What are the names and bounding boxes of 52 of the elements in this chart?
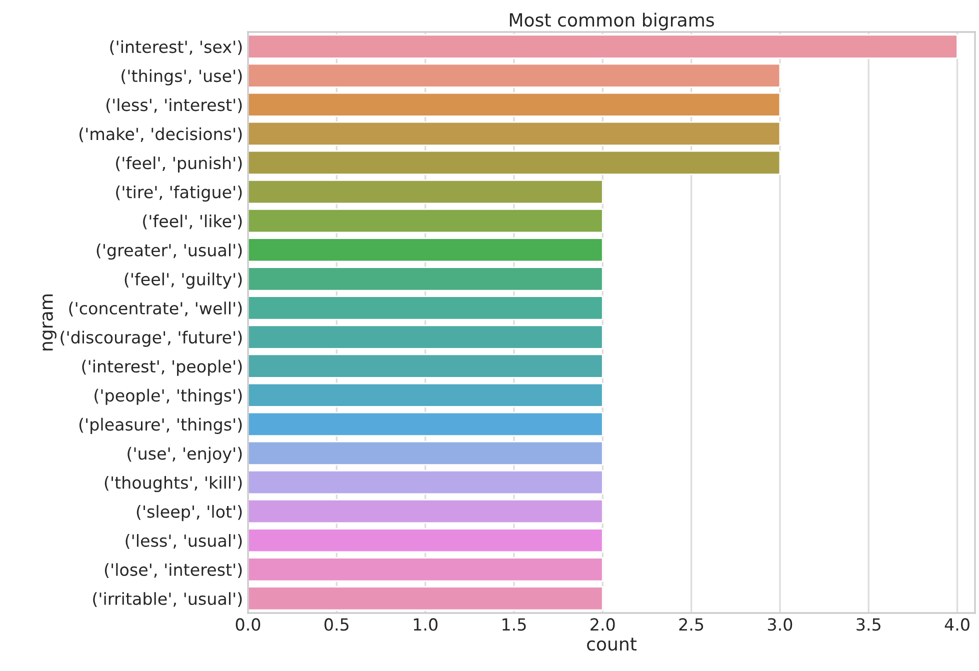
bar — [248, 208, 604, 234]
y-tick-label: ('people', 'things') — [94, 388, 242, 405]
y-tick-label: ('make', 'decisions') — [80, 127, 242, 142]
y-axis-title: ngram — [42, 294, 56, 350]
bar — [248, 499, 604, 524]
bar — [248, 266, 604, 292]
y-tick-label: ('thoughts', 'kill') — [104, 476, 242, 492]
x-tick-label: 1.0 — [414, 618, 438, 631]
x-axis-title: count — [587, 638, 637, 651]
x-tick-label: 3.0 — [768, 618, 792, 631]
bar — [248, 34, 958, 59]
y-tick-label: ('greater', 'usual') — [96, 244, 242, 260]
bar — [248, 470, 604, 495]
y-tick-label: ('concentrate', 'well') — [69, 302, 242, 317]
x-tick-label: 0.0 — [236, 618, 260, 631]
bar — [248, 412, 604, 436]
bar — [248, 179, 604, 204]
y-tick-label: ('pleasure', 'things') — [79, 418, 242, 434]
y-tick-label: ('lose', 'interest') — [104, 563, 242, 578]
x-tick-label: 2.5 — [679, 618, 704, 631]
y-tick-label: ('less', 'interest') — [106, 98, 242, 114]
bar — [248, 63, 781, 88]
y-tick-label: ('feel', 'like') — [143, 214, 242, 230]
y-tick-label: ('discourage', 'future') — [60, 330, 242, 347]
bar — [248, 586, 604, 611]
y-tick-label: ('interest', 'people') — [82, 360, 242, 376]
x-tick-label: 2.0 — [590, 618, 615, 631]
bar — [248, 528, 604, 553]
y-tick-label: ('interest', 'sex') — [110, 40, 242, 56]
y-tick-label: ('feel', 'guilty') — [124, 272, 242, 289]
bar — [248, 121, 781, 146]
bar — [248, 382, 604, 408]
bar — [248, 296, 604, 320]
x-tick-label: 4.0 — [944, 618, 970, 631]
bar — [248, 324, 604, 350]
y-tick-label: ('use', 'enjoy') — [128, 446, 242, 464]
x-tick-label: 0.5 — [324, 618, 348, 631]
y-tick-label: ('tire', 'fatigue') — [116, 185, 242, 202]
y-tick-label: ('feel', 'punish') — [116, 156, 242, 173]
y-tick-label: ('less', 'usual') — [126, 534, 242, 549]
bar — [248, 354, 604, 378]
chart-title: Most common bigrams — [510, 12, 714, 30]
x-tick-label: 1.5 — [502, 618, 526, 631]
bar — [248, 92, 781, 117]
y-tick-label: ('things', 'use') — [122, 69, 242, 86]
bar — [248, 238, 604, 262]
bar — [248, 440, 604, 466]
y-tick-label: ('irritable', 'usual') — [93, 592, 242, 608]
bar — [248, 557, 604, 582]
bar — [248, 150, 781, 176]
x-tick-label: 3.5 — [856, 618, 880, 631]
y-tick-label: ('sleep', 'lot') — [136, 504, 242, 522]
